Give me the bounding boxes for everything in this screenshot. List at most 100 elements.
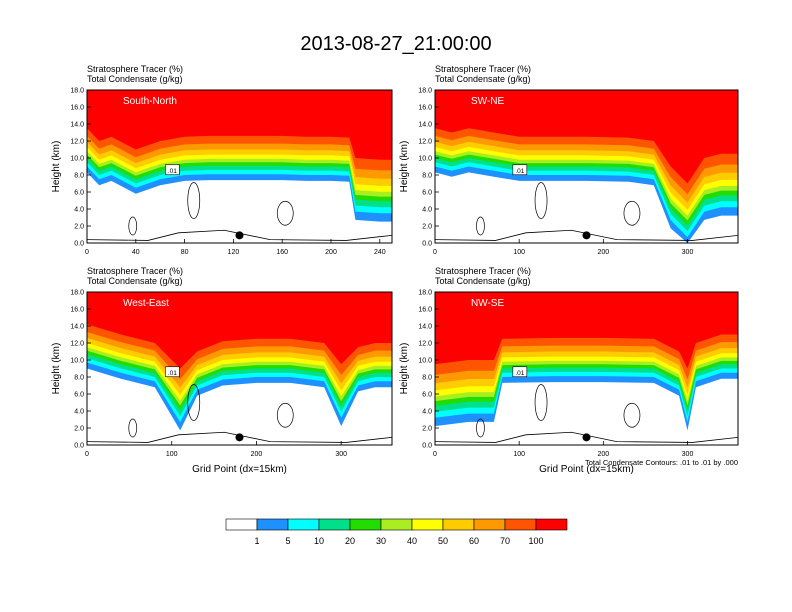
contour-note: Total Condensate Contours: .01 to .01 by… [585,458,738,467]
colorbar-swatch [318,518,351,531]
x-tick-label: 80 [181,249,189,256]
terrain-contour [87,229,392,241]
y-tick-label: 18.0 [70,290,84,297]
y-tick-label: 4.0 [422,207,432,214]
condensate-contour [276,200,294,226]
y-tick-label: 10.0 [418,156,432,163]
x-tick-label: 240 [374,249,386,256]
y-axis-label: Height (km) [399,141,410,193]
header-tracer: Stratosphere Tracer (%) [87,64,183,74]
contour-label-box [512,366,528,378]
colorbar-swatch [535,518,568,531]
colorbar-label: 40 [407,536,417,546]
condensate-contour [128,418,138,438]
plot-area: .01 [435,90,738,243]
colorbar-label: 10 [314,536,324,546]
colorbar-label: 50 [438,536,448,546]
plot-area: .01 [435,292,738,445]
y-axis-label: Height (km) [399,343,410,395]
condensate-contour [623,402,641,428]
contour-label: .01 [168,168,177,175]
panel-label: South-North [123,96,177,107]
y-tick-label: 2.0 [74,224,84,231]
y-tick-label: 16.0 [418,307,432,314]
tracer-band-1 [435,292,738,369]
condensate-contour [187,384,201,421]
condensate-contour [476,418,485,438]
colorbar-label: 100 [528,536,543,546]
colorbar-label: 5 [285,536,290,546]
x-tick-label: 300 [682,451,694,458]
plot-area: .01 [87,292,392,445]
x-tick-label: 200 [251,451,263,458]
x-tick-label: 0 [85,249,89,256]
header-condensate: Total Condensate (g/kg) [435,276,531,286]
y-tick-label: 18.0 [418,88,432,95]
location-marker [235,231,244,240]
y-tick-label: 8.0 [422,375,432,382]
panel-label: West-East [123,298,169,309]
y-axis-label: Height (km) [51,343,62,395]
y-tick-label: 8.0 [74,173,84,180]
colorbar-label: 20 [345,536,355,546]
location-marker [582,231,591,240]
y-tick-label: 18.0 [418,290,432,297]
y-tick-label: 8.0 [74,375,84,382]
y-tick-label: 6.0 [422,190,432,197]
x-tick-label: 0 [85,451,89,458]
y-tick-label: 4.0 [422,409,432,416]
contour-label-box [512,164,528,176]
y-tick-label: 16.0 [418,105,432,112]
colorbar-label: 1 [254,536,259,546]
figure-title: 2013-08-27_21:00:00 [300,33,491,55]
contour-label-box [165,164,180,176]
panel-label: SW-NE [471,96,504,107]
colorbar-label: 70 [500,536,510,546]
x-tick-label: 120 [228,249,240,256]
y-tick-label: 8.0 [422,173,432,180]
y-tick-label: 12.0 [418,341,432,348]
y-tick-label: 0.0 [422,443,432,450]
y-tick-label: 12.0 [70,341,84,348]
x-tick-label: 300 [682,249,694,256]
terrain-contour [435,431,738,443]
x-tick-label: 100 [513,451,525,458]
x-tick-label: 100 [513,249,525,256]
colorbar-swatch [442,518,475,531]
y-tick-label: 10.0 [70,156,84,163]
tracer-band-1 [87,90,392,160]
condensate-contour [187,182,201,219]
contour-label: .01 [168,370,177,377]
y-tick-label: 0.0 [422,241,432,248]
x-tick-label: 200 [597,451,609,458]
tracer-band-1 [435,90,738,184]
plot-frame [86,291,393,446]
condensate-contour [276,402,294,428]
y-tick-label: 2.0 [74,426,84,433]
tracer-band-1 [87,292,392,369]
header-condensate: Total Condensate (g/kg) [435,74,531,84]
y-tick-label: 16.0 [70,105,84,112]
y-tick-label: 6.0 [74,392,84,399]
condensate-contour [476,216,485,236]
x-tick-label: 100 [166,451,178,458]
colorbar-swatch [411,518,444,531]
y-tick-label: 0.0 [74,241,84,248]
y-tick-label: 12.0 [70,139,84,146]
y-tick-label: 14.0 [418,324,432,331]
colorbar: 1 5 10 20 30 40 50 60 70 100 [225,518,568,546]
y-tick-label: 10.0 [418,358,432,365]
colorbar-swatch [380,518,413,531]
panels-group: .01 South-North Stratosphere Tracer (%) Tot… [51,64,739,475]
colorbar-swatch [287,518,320,531]
panel-1: .01 South-North Stratosphere Tracer (%)Tot… [51,64,393,256]
location-marker [235,433,244,442]
y-tick-label: 16.0 [70,307,84,314]
location-marker [582,433,591,442]
x-tick-label: 200 [597,249,609,256]
y-tick-label: 6.0 [422,392,432,399]
y-tick-label: 4.0 [74,207,84,214]
y-axis-label: Height (km) [51,141,62,193]
